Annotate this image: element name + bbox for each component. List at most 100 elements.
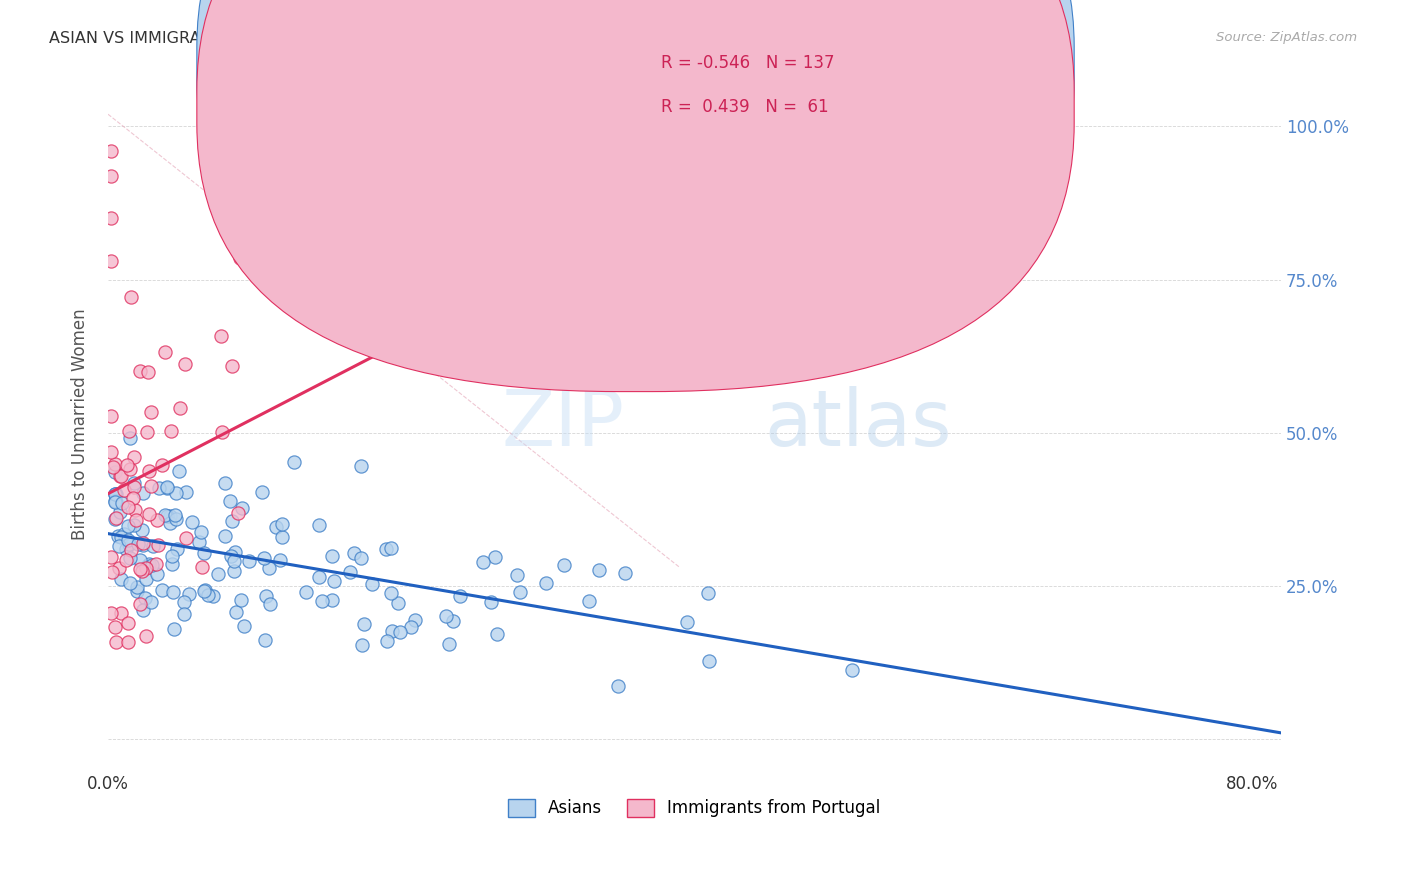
Point bbox=[169, 401, 191, 415]
Point bbox=[120, 543, 142, 558]
Point bbox=[375, 541, 398, 556]
Point bbox=[100, 211, 122, 226]
Point bbox=[578, 594, 600, 608]
Point bbox=[150, 458, 173, 472]
Point bbox=[104, 635, 127, 649]
Point bbox=[148, 538, 170, 552]
Point bbox=[132, 603, 155, 617]
Point bbox=[104, 494, 127, 508]
Point bbox=[380, 541, 402, 555]
Point bbox=[162, 585, 184, 599]
Point bbox=[128, 562, 150, 576]
Point bbox=[145, 557, 167, 571]
Point bbox=[122, 517, 145, 532]
Point bbox=[110, 469, 132, 483]
Point bbox=[350, 638, 373, 652]
Point bbox=[156, 508, 179, 523]
Text: R =  0.439   N =  61: R = 0.439 N = 61 bbox=[661, 98, 828, 116]
Point bbox=[117, 519, 139, 533]
Point bbox=[118, 462, 141, 476]
Point bbox=[138, 464, 160, 478]
Point bbox=[110, 530, 132, 544]
Point bbox=[193, 584, 215, 599]
Point bbox=[613, 566, 636, 580]
Point bbox=[114, 541, 136, 556]
Point bbox=[135, 561, 157, 575]
Point bbox=[214, 529, 236, 543]
Point bbox=[353, 616, 375, 631]
Point bbox=[135, 629, 157, 643]
Point bbox=[696, 586, 718, 600]
Point bbox=[167, 464, 190, 478]
Point bbox=[190, 524, 212, 539]
Point bbox=[114, 553, 136, 567]
Point bbox=[131, 523, 153, 537]
Point bbox=[101, 459, 124, 474]
Point bbox=[238, 553, 260, 567]
Point bbox=[134, 591, 156, 606]
Point bbox=[534, 575, 557, 590]
Point bbox=[108, 469, 131, 483]
Point bbox=[100, 144, 122, 158]
Point bbox=[150, 583, 173, 598]
Point bbox=[138, 365, 160, 379]
Point bbox=[699, 654, 721, 668]
Point bbox=[350, 550, 373, 565]
Point bbox=[270, 517, 292, 532]
Point bbox=[132, 486, 155, 500]
Point bbox=[153, 344, 176, 359]
Point bbox=[138, 507, 160, 521]
Point bbox=[387, 596, 409, 610]
Text: ZIP: ZIP bbox=[501, 385, 624, 462]
Point bbox=[381, 624, 404, 638]
Point bbox=[135, 572, 157, 586]
Point bbox=[308, 517, 330, 532]
Point bbox=[132, 538, 155, 552]
Point bbox=[153, 508, 176, 523]
Point bbox=[221, 359, 243, 373]
Point bbox=[156, 479, 179, 493]
Point bbox=[271, 530, 294, 544]
Point bbox=[174, 531, 197, 545]
Point bbox=[194, 583, 217, 598]
Point bbox=[118, 537, 141, 551]
Point bbox=[104, 486, 127, 500]
Point bbox=[209, 329, 232, 343]
Point bbox=[112, 526, 135, 541]
Point bbox=[110, 572, 132, 586]
Point bbox=[100, 445, 122, 459]
Point bbox=[132, 535, 155, 549]
Point bbox=[404, 613, 426, 627]
Point bbox=[104, 494, 127, 508]
Point bbox=[228, 251, 250, 265]
Point bbox=[191, 559, 214, 574]
Point bbox=[259, 597, 281, 611]
Point bbox=[506, 567, 529, 582]
Point bbox=[434, 608, 457, 623]
Point bbox=[219, 549, 242, 563]
Point bbox=[141, 405, 163, 419]
Point bbox=[125, 514, 148, 528]
Point bbox=[471, 555, 494, 569]
Point bbox=[122, 480, 145, 494]
Point bbox=[156, 481, 179, 495]
Point bbox=[211, 425, 233, 440]
Point bbox=[138, 558, 160, 572]
Point bbox=[323, 574, 346, 588]
Point bbox=[127, 536, 149, 550]
Point bbox=[399, 620, 422, 634]
Point bbox=[141, 558, 163, 572]
Point bbox=[553, 558, 575, 572]
Point bbox=[127, 583, 149, 598]
Point bbox=[112, 483, 135, 498]
Point bbox=[124, 503, 146, 517]
Point bbox=[214, 476, 236, 491]
Point bbox=[127, 580, 149, 594]
Point bbox=[129, 364, 152, 378]
Point bbox=[222, 564, 245, 578]
Point bbox=[225, 605, 247, 619]
Point bbox=[105, 495, 128, 509]
Point bbox=[283, 455, 305, 469]
Point bbox=[264, 520, 287, 534]
Point bbox=[389, 624, 412, 639]
